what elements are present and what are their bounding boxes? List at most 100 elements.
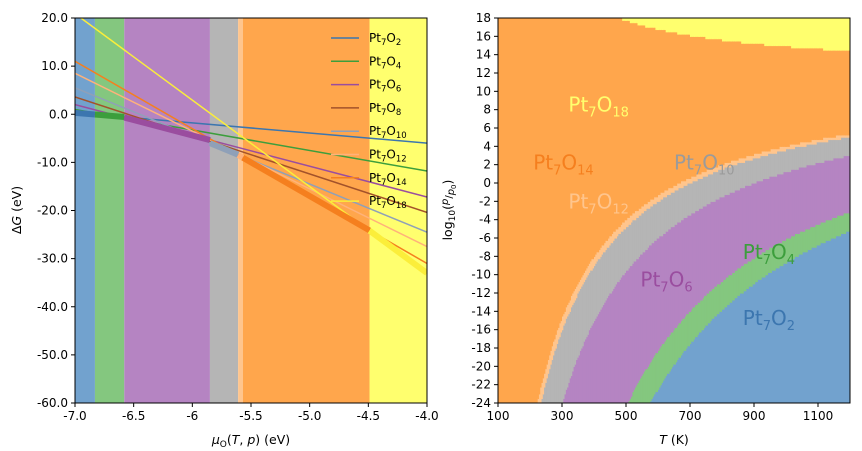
phase-cell-pt7o2	[801, 254, 804, 403]
phase-cell-pt7o14	[601, 18, 604, 246]
phase-cell-pt7o12	[741, 157, 744, 163]
phase-cell-pt7o18	[797, 18, 800, 49]
phase-cell-pt7o14	[841, 50, 843, 136]
phase-cell-pt7o4	[743, 263, 746, 292]
phase-cell-pt7o12	[801, 141, 804, 147]
phase-cell-pt7o18	[773, 18, 776, 47]
phase-cell-pt7o10	[565, 318, 568, 390]
phase-cell-pt7o12	[770, 148, 773, 154]
phase-cell-pt7o18	[841, 18, 843, 51]
phase-cell-pt7o6	[734, 189, 737, 271]
phase-cell-pt7o10	[669, 194, 672, 230]
phase-cell-pt7o14	[563, 18, 566, 315]
phase-cell-pt7o14	[632, 22, 635, 214]
phase-cell-pt7o6	[579, 350, 582, 403]
phase-cell-pt7o10	[794, 146, 797, 170]
phase-cell-pt7o6	[742, 187, 745, 267]
phase-cell-pt7o18	[782, 18, 785, 47]
phase-cell-pt7o4	[783, 240, 786, 264]
phase-cell-pt7o12	[656, 196, 659, 202]
phase-cell-pt7o6	[745, 185, 747, 264]
phase-cell-pt7o10	[596, 260, 599, 317]
phase-cell-pt7o4	[811, 226, 814, 248]
phase-cell-pt7o12	[570, 295, 573, 308]
phase-cell-pt7o6	[587, 334, 590, 403]
phase-cell-pt7o6	[788, 171, 791, 239]
phase-cell-pt7o10	[638, 215, 641, 257]
phase-cell-pt7o10	[713, 171, 715, 202]
phase-cell-pt7o10	[769, 153, 772, 177]
phase-cell-pt7o14	[670, 31, 673, 189]
phase-cell-pt7o12	[730, 160, 733, 166]
phase-cell-pt7o10	[806, 144, 809, 166]
phase-cell-pt7o4	[752, 258, 755, 285]
phase-cell-pt7o2	[761, 276, 764, 403]
phase-cell-pt7o10	[558, 338, 561, 403]
phase-cell-pt7o6	[698, 208, 701, 303]
phase-cell-pt7o10	[828, 139, 831, 161]
phase-cell-pt7o6	[807, 164, 810, 230]
phase-cell-pt7o12	[638, 208, 641, 216]
phase-cell-pt7o10	[746, 160, 749, 186]
phase-cell-pt7o18	[783, 18, 786, 47]
phase-cell-pt7o6	[665, 231, 668, 340]
phase-cell-pt7o12	[705, 171, 708, 177]
phase-cell-pt7o4	[729, 274, 732, 303]
phase-cell-pt7o6	[736, 189, 738, 271]
phase-cell-pt7o4	[796, 233, 799, 257]
phase-cell-pt7o4	[706, 293, 709, 326]
phase-cell-pt7o10	[724, 166, 727, 196]
phase-cell-pt7o6	[590, 327, 593, 403]
phase-cell-pt7o14	[834, 50, 837, 138]
phase-cell-pt7o2	[788, 260, 791, 403]
phase-cell-pt7o12	[553, 341, 555, 356]
phase-cell-pt7o6	[801, 166, 804, 232]
phase-cell-pt7o18	[640, 18, 642, 26]
phase-cell-pt7o10	[788, 148, 791, 173]
phase-cell-pt7o18	[812, 18, 815, 49]
phase-cell-pt7o6	[838, 157, 841, 216]
phase-cell-pt7o18	[722, 18, 724, 42]
phase-cell-pt7o18	[844, 18, 847, 51]
phase-cell-pt7o2	[766, 274, 769, 403]
phase-cell-pt7o10	[780, 150, 783, 175]
phase-cell-pt7o12	[833, 137, 836, 141]
phase-cell-pt7o10	[661, 199, 664, 237]
phase-cell-pt7o18	[663, 18, 665, 31]
phase-cell-pt7o4	[751, 258, 754, 287]
phase-cell-pt7o14	[798, 47, 801, 145]
phase-cell-pt7o14	[565, 18, 568, 308]
phase-cell-pt7o4	[805, 228, 808, 253]
region-label-o6: Pt7O6	[640, 268, 692, 296]
phase-cell-pt7o6	[847, 155, 850, 214]
phase-cell-pt7o12	[605, 240, 608, 251]
phase-cell-pt7o18	[675, 18, 678, 33]
phase-cell-pt7o12	[755, 153, 758, 159]
phase-cell-pt7o6	[636, 258, 639, 386]
phase-cell-pt7o18	[646, 18, 649, 28]
phase-cell-pt7o14	[695, 36, 697, 177]
phase-cell-pt7o4	[787, 238, 790, 262]
phase-cell-pt7o4	[631, 396, 633, 403]
phase-cell-pt7o6	[640, 254, 642, 379]
phase-cell-pt7o18	[693, 18, 696, 37]
phase-cell-pt7o6	[825, 160, 828, 221]
phase-cell-pt7o4	[745, 263, 747, 292]
phase-cell-pt7o6	[660, 235, 663, 347]
phase-cell-pt7o6	[729, 192, 732, 276]
phase-cell-pt7o18	[701, 18, 704, 37]
phase-cell-pt7o10	[582, 283, 585, 347]
phase-cell-pt7o14	[683, 34, 686, 182]
phase-cell-pt7o18	[651, 18, 654, 28]
phase-cell-pt7o4	[650, 361, 653, 402]
phase-cell-pt7o12	[728, 162, 731, 168]
phase-cell-pt7o10	[659, 201, 662, 237]
phase-cell-pt7o6	[832, 160, 834, 218]
phase-cell-pt7o6	[623, 274, 626, 403]
phase-cell-pt7o10	[587, 274, 590, 335]
phase-cell-pt7o10	[761, 155, 764, 182]
phase-cell-pt7o2	[668, 373, 671, 403]
phase-cell-pt7o2	[769, 272, 772, 403]
phase-cell-pt7o6	[780, 173, 783, 244]
phase-cell-pt7o18	[828, 18, 831, 51]
